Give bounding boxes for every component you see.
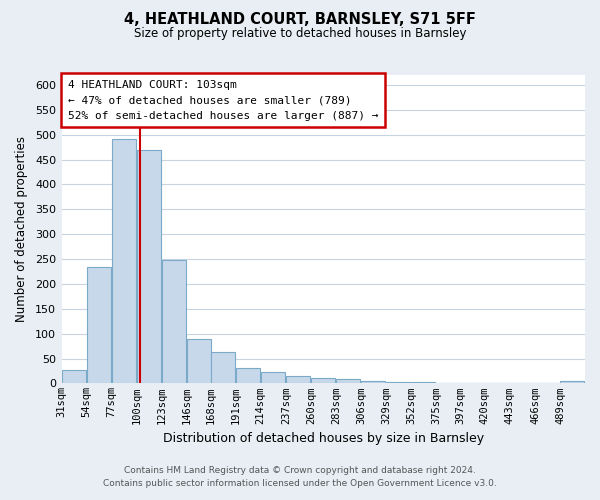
Bar xyxy=(336,380,361,384)
Bar xyxy=(411,382,436,384)
Bar xyxy=(286,376,310,384)
Bar xyxy=(187,339,211,384)
Bar xyxy=(211,352,235,384)
Bar xyxy=(236,368,260,384)
Bar xyxy=(112,138,136,384)
Bar xyxy=(560,381,584,384)
Text: Contains HM Land Registry data © Crown copyright and database right 2024.
Contai: Contains HM Land Registry data © Crown c… xyxy=(103,466,497,487)
Text: 4, HEATHLAND COURT, BARNSLEY, S71 5FF: 4, HEATHLAND COURT, BARNSLEY, S71 5FF xyxy=(124,12,476,28)
Bar xyxy=(311,378,335,384)
Text: 4 HEATHLAND COURT: 103sqm
← 47% of detached houses are smaller (789)
52% of semi: 4 HEATHLAND COURT: 103sqm ← 47% of detac… xyxy=(68,80,379,121)
Bar xyxy=(361,381,385,384)
Bar xyxy=(86,268,111,384)
X-axis label: Distribution of detached houses by size in Barnsley: Distribution of detached houses by size … xyxy=(163,432,484,445)
Y-axis label: Number of detached properties: Number of detached properties xyxy=(15,136,28,322)
Bar xyxy=(386,382,410,384)
Text: Size of property relative to detached houses in Barnsley: Size of property relative to detached ho… xyxy=(134,28,466,40)
Bar xyxy=(137,150,161,384)
Bar xyxy=(62,370,86,384)
Bar xyxy=(162,260,186,384)
Bar xyxy=(261,372,285,384)
